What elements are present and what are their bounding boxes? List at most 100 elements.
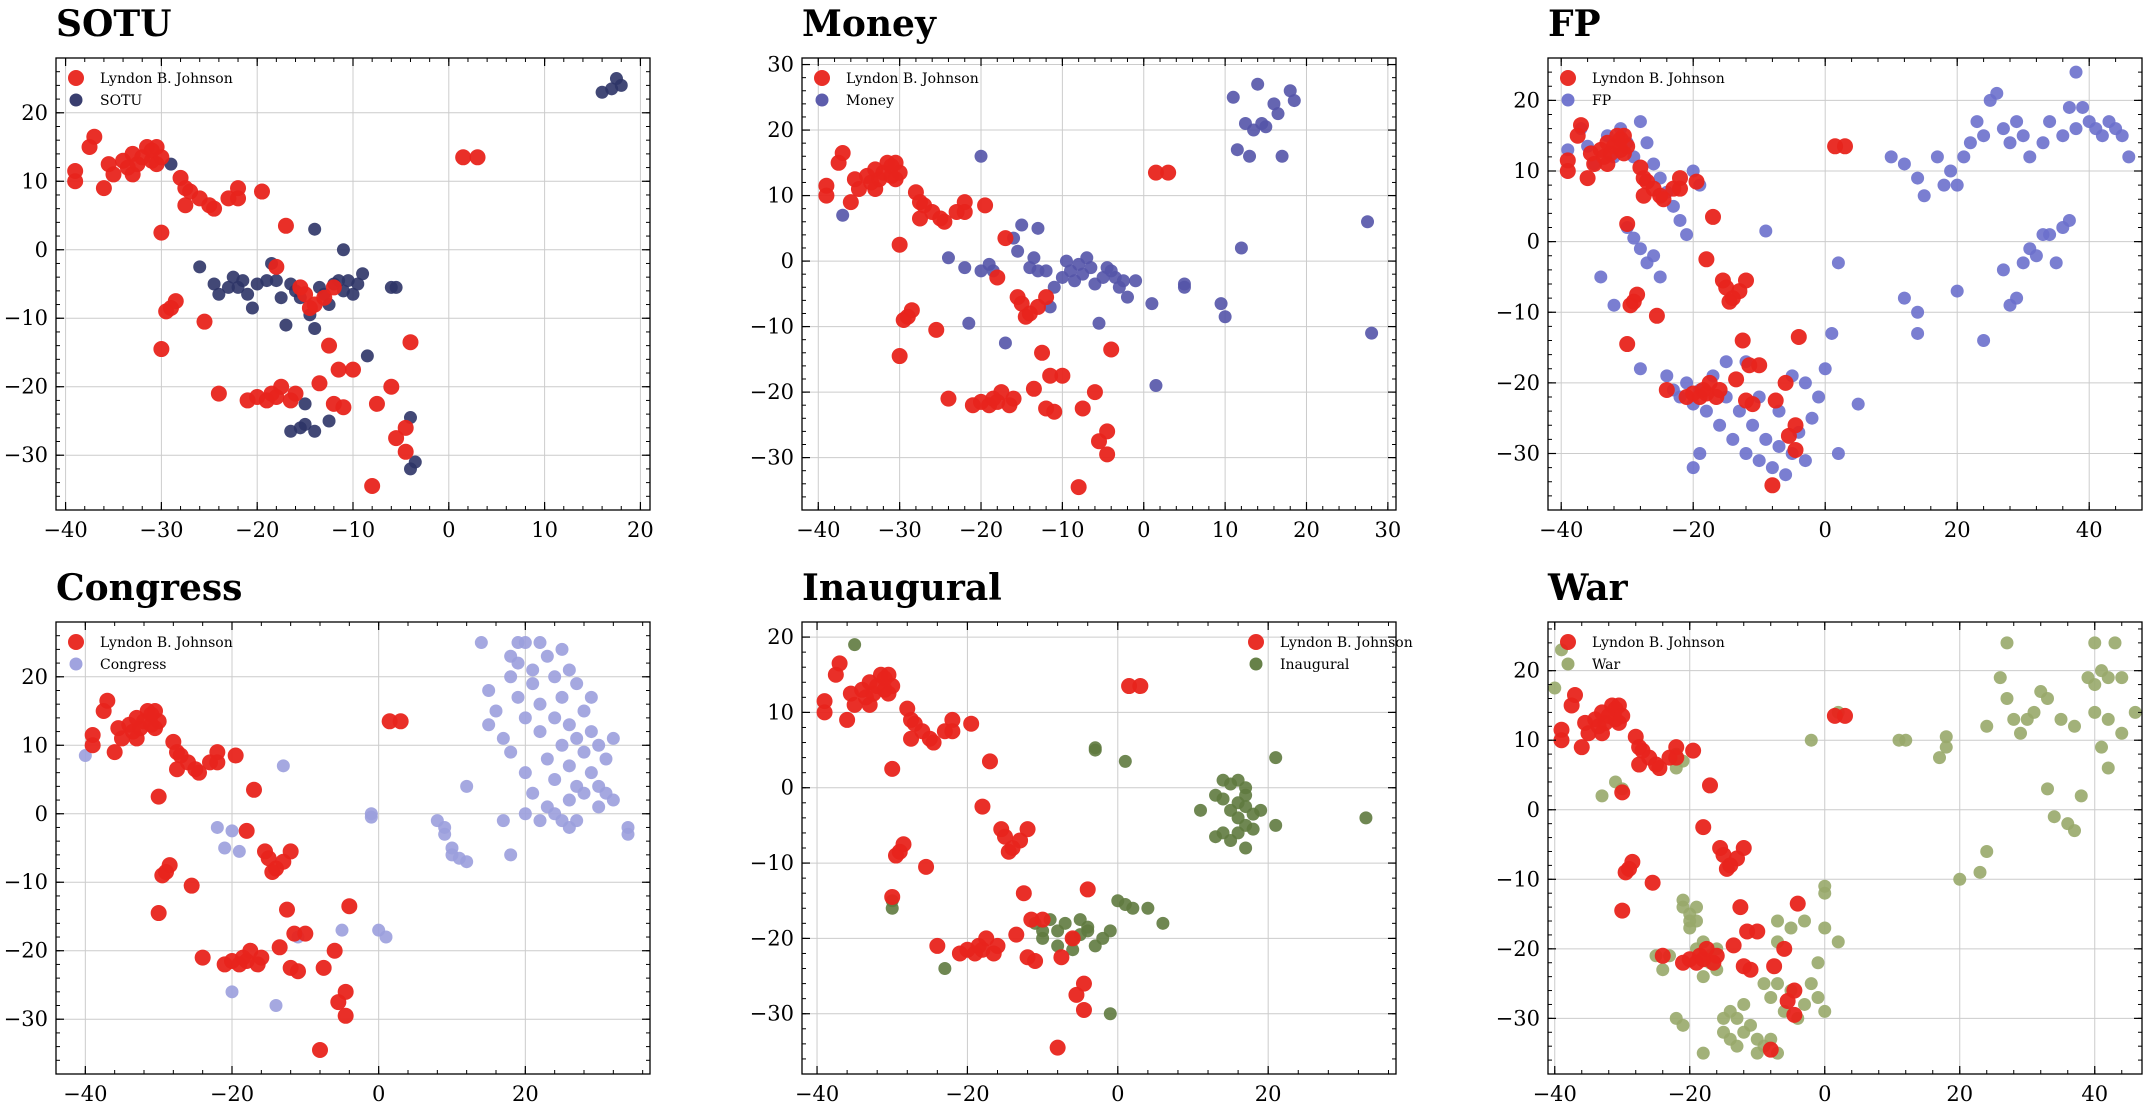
data-point <box>312 1042 328 1059</box>
data-point <box>1825 326 1839 340</box>
data-point <box>839 711 856 728</box>
data-point <box>221 280 235 294</box>
data-point <box>1216 792 1230 806</box>
data-point <box>1644 874 1661 891</box>
data-point <box>1818 1004 1832 1018</box>
legend: Lyndon B. Johnson War <box>1560 634 1725 673</box>
x-tick-label: 40 <box>2076 518 2103 542</box>
data-point <box>1804 733 1818 747</box>
series-lbj <box>84 692 409 1059</box>
data-point <box>1653 270 1667 284</box>
data-points <box>816 638 1373 1056</box>
data-point <box>891 164 908 181</box>
data-point <box>177 197 194 214</box>
data-point <box>1911 305 1925 319</box>
data-point <box>592 800 606 814</box>
x-tick-label: 20 <box>512 1082 539 1106</box>
data-point <box>891 348 908 365</box>
data-point <box>562 759 576 773</box>
y-tick-label: 10 <box>21 733 48 757</box>
data-point <box>526 663 540 677</box>
data-point <box>963 715 980 732</box>
data-point <box>1957 150 1971 164</box>
data-point <box>997 828 1014 845</box>
data-point <box>1648 307 1665 324</box>
data-point <box>1977 129 1991 143</box>
x-tick-label: −10 <box>331 518 375 542</box>
data-point <box>555 690 569 704</box>
data-point <box>1711 381 1728 398</box>
data-point <box>2062 100 2076 114</box>
legend-marker <box>1560 634 1576 650</box>
data-point <box>364 810 378 824</box>
data-point <box>1064 930 1081 947</box>
data-point <box>958 261 972 275</box>
data-point <box>1668 749 1685 766</box>
data-point <box>577 745 591 759</box>
legend-marker <box>1249 657 1263 671</box>
data-point <box>974 149 988 163</box>
data-point <box>1851 397 1865 411</box>
y-tick-label: −20 <box>750 380 794 404</box>
data-point <box>316 289 333 306</box>
data-point <box>325 279 342 296</box>
data-point <box>274 291 288 305</box>
chart-title-sotu: SOTU <box>56 3 172 45</box>
legend: Lyndon B. Johnson FP <box>1560 70 1725 109</box>
data-point <box>2115 671 2129 685</box>
data-point <box>998 336 1012 350</box>
chart-title-fp: FP <box>1548 3 1601 45</box>
data-point <box>944 723 961 740</box>
y-tick-label: 20 <box>21 665 48 689</box>
data-point <box>1156 916 1170 930</box>
data-point <box>345 361 361 378</box>
data-point <box>438 827 452 841</box>
data-point <box>1214 297 1228 311</box>
data-point <box>236 274 250 288</box>
scatter-plot-fp: −40 −20 0 20 40 −30 −20 −10 0 10 20 Lyndon B. Johns… <box>1496 57 2143 542</box>
data-point <box>1752 454 1766 468</box>
data-point <box>2128 705 2142 719</box>
data-point <box>1246 822 1260 836</box>
x-tick-label: 20 <box>1293 518 1320 542</box>
data-point <box>941 251 955 265</box>
data-point <box>1658 381 1675 398</box>
data-point <box>1672 180 1688 197</box>
data-point <box>1019 821 1036 838</box>
data-point <box>308 322 322 336</box>
data-point <box>1702 777 1718 794</box>
data-point <box>1767 392 1784 409</box>
data-point <box>1118 754 1132 768</box>
data-point <box>1996 122 2010 136</box>
data-point <box>621 820 635 834</box>
data-point <box>1950 284 1964 298</box>
data-point <box>2101 712 2115 726</box>
data-point <box>1619 138 1636 155</box>
data-point <box>308 222 322 236</box>
data-point <box>297 925 314 942</box>
data-point <box>1732 899 1749 916</box>
data-point <box>2062 213 2076 227</box>
data-point <box>1719 355 1733 369</box>
legend-marker <box>68 70 84 86</box>
data-point <box>2010 291 2024 305</box>
data-point <box>1042 367 1059 384</box>
data-point <box>562 663 576 677</box>
data-point <box>460 855 474 869</box>
data-point <box>383 378 400 395</box>
x-tick-label: −20 <box>959 518 1003 542</box>
data-point <box>2095 740 2108 754</box>
data-point <box>1573 739 1590 756</box>
data-point <box>1899 733 1913 747</box>
data-point <box>2068 719 2081 733</box>
y-tick-label: 0 <box>35 802 48 826</box>
data-point <box>1777 374 1794 391</box>
data-point <box>238 822 255 839</box>
y-tick-label: 10 <box>21 169 48 193</box>
legend-label: Lyndon B. Johnson <box>1592 71 1725 87</box>
data-point <box>1739 447 1753 460</box>
data-point <box>1798 997 1811 1011</box>
data-point <box>2049 256 2063 270</box>
data-point <box>938 962 952 976</box>
legend-label: Lyndon B. Johnson <box>100 71 233 87</box>
